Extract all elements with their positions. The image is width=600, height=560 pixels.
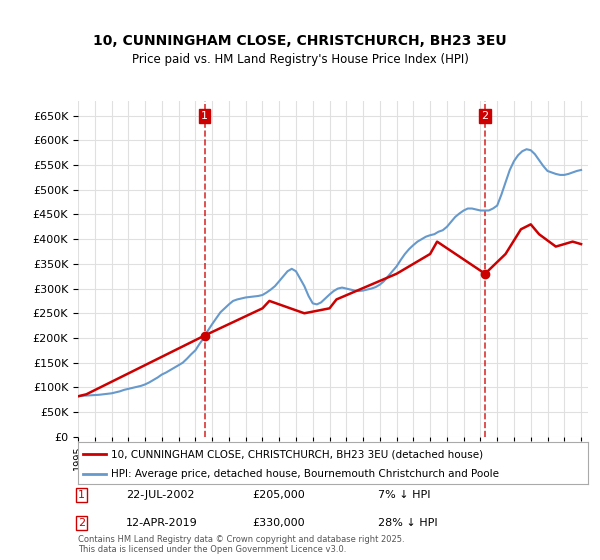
Text: 2: 2	[482, 111, 488, 121]
Text: Contains HM Land Registry data © Crown copyright and database right 2025.
This d: Contains HM Land Registry data © Crown c…	[78, 535, 404, 554]
Text: Price paid vs. HM Land Registry's House Price Index (HPI): Price paid vs. HM Land Registry's House …	[131, 53, 469, 66]
Text: HPI: Average price, detached house, Bournemouth Christchurch and Poole: HPI: Average price, detached house, Bour…	[111, 469, 499, 479]
Text: 22-JUL-2002: 22-JUL-2002	[126, 490, 194, 500]
Text: 10, CUNNINGHAM CLOSE, CHRISTCHURCH, BH23 3EU: 10, CUNNINGHAM CLOSE, CHRISTCHURCH, BH23…	[93, 34, 507, 48]
Text: 10, CUNNINGHAM CLOSE, CHRISTCHURCH, BH23 3EU (detached house): 10, CUNNINGHAM CLOSE, CHRISTCHURCH, BH23…	[111, 449, 483, 459]
Text: £205,000: £205,000	[252, 490, 305, 500]
Text: 28% ↓ HPI: 28% ↓ HPI	[378, 518, 437, 528]
Text: 1: 1	[201, 111, 208, 121]
Text: 7% ↓ HPI: 7% ↓ HPI	[378, 490, 431, 500]
Text: 1: 1	[78, 490, 85, 500]
Text: £330,000: £330,000	[252, 518, 305, 528]
Text: 12-APR-2019: 12-APR-2019	[126, 518, 198, 528]
Text: 2: 2	[78, 518, 85, 528]
